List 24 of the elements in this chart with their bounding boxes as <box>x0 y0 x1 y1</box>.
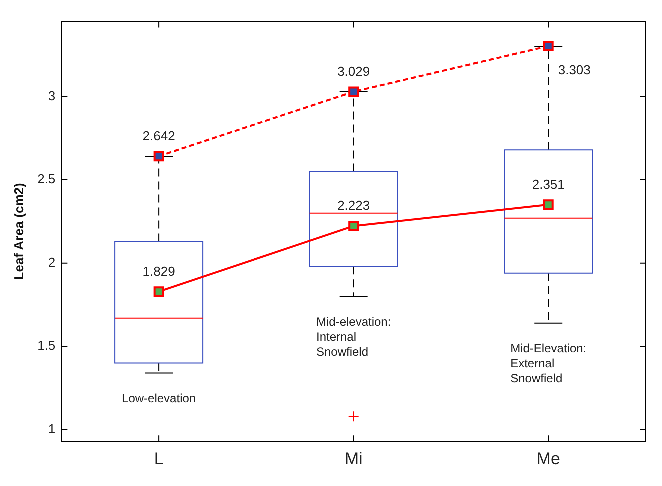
y-tick-label: 1 <box>48 422 56 437</box>
point <box>348 220 360 232</box>
data-label: 2.351 <box>532 176 565 192</box>
data-label: 2.223 <box>338 198 370 214</box>
point <box>543 41 554 52</box>
annotation: Mid-Elevation: External Snowfield <box>510 342 587 386</box>
annotation: Mid-elevation: Internal Snowfield <box>316 314 392 359</box>
point <box>348 86 360 98</box>
data-label: 2.642 <box>142 128 176 144</box>
y-tick-label: 2 <box>48 254 56 270</box>
x-tick-label: Me <box>536 449 560 468</box>
point <box>543 200 554 210</box>
point <box>154 151 164 162</box>
y-axis-title: Leaf Area (cm2) <box>11 183 26 280</box>
annotation: Low-elevation <box>122 392 196 406</box>
data-label: 3.303 <box>558 62 591 78</box>
y-tick-label: 3 <box>48 88 56 104</box>
y-tick-label: 2.5 <box>38 172 56 187</box>
x-tick-label: Mi <box>344 449 363 468</box>
y-tick-label: 1.5 <box>38 338 56 354</box>
data-label: 3.029 <box>338 64 370 79</box>
point <box>154 286 164 298</box>
x-tick-label: L <box>154 449 164 468</box>
data-label: 1.829 <box>142 264 176 279</box>
